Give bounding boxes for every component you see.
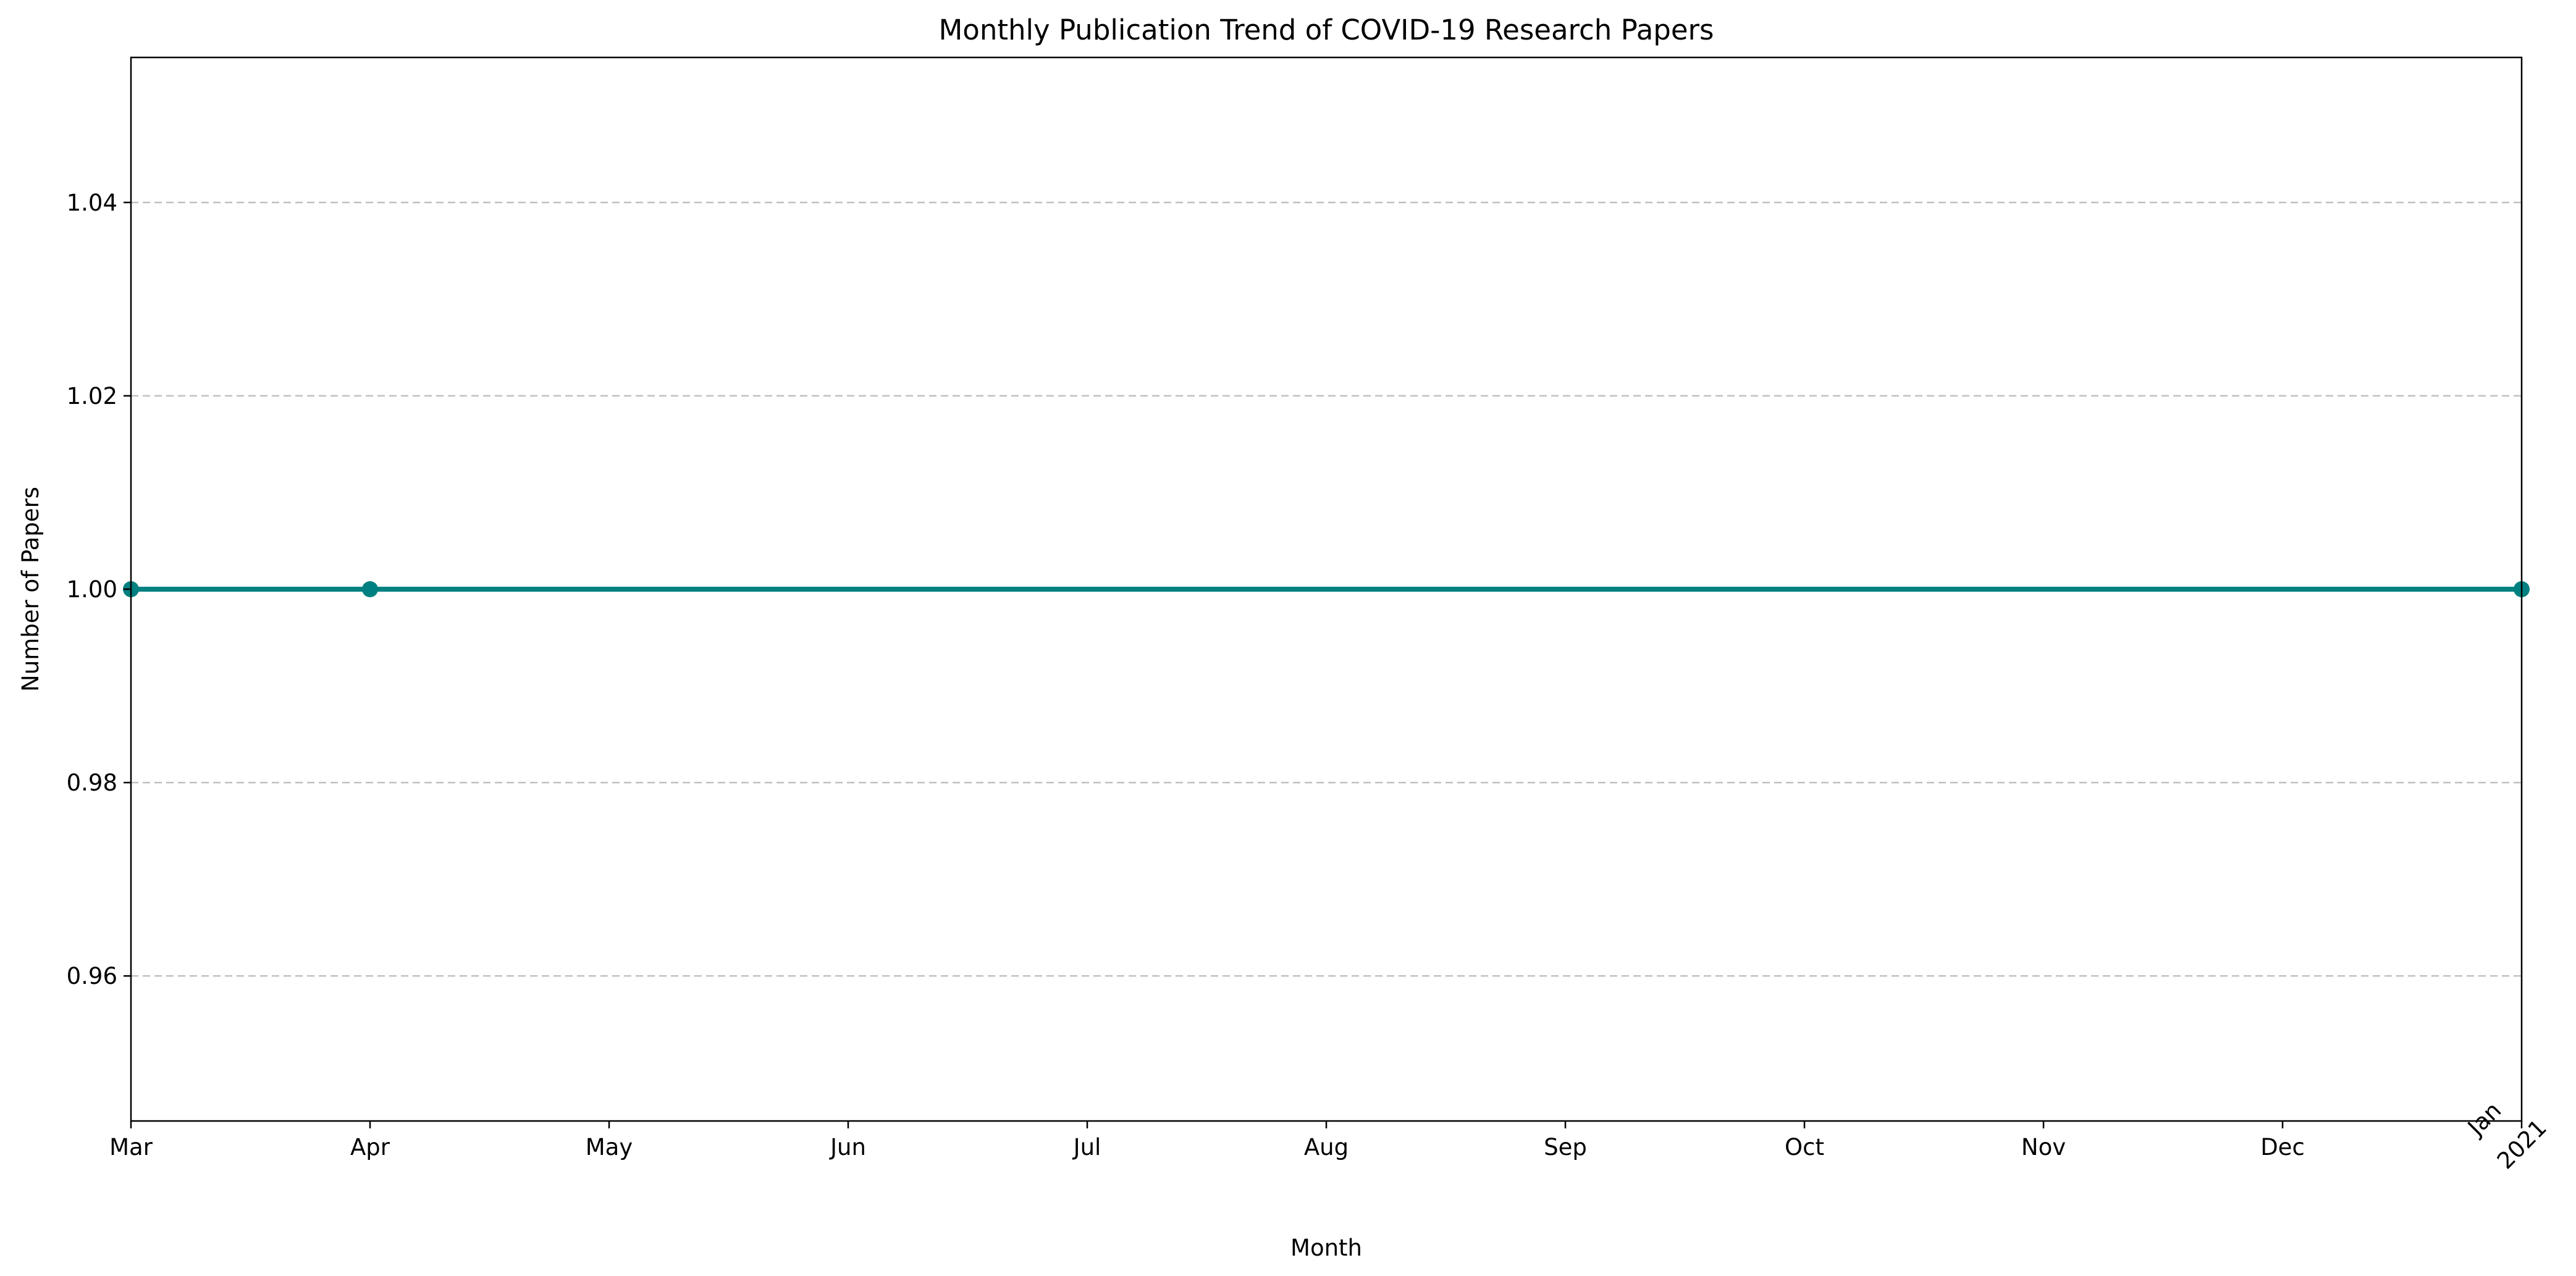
chart-title: Monthly Publication Trend of COVID-19 Re… xyxy=(938,14,1714,46)
x-tick-label: Apr xyxy=(350,1134,390,1161)
y-tick-label: 1.02 xyxy=(67,383,117,409)
x-tick-label: Oct xyxy=(1785,1134,1824,1161)
x-tick-label: Jun xyxy=(829,1134,866,1161)
data-point xyxy=(362,581,378,597)
y-axis-ticks: 0.96 0.98 1.00 1.02 1.04 xyxy=(67,190,131,989)
y-tick-label: 1.00 xyxy=(67,576,117,603)
y-axis-label: Number of Papers xyxy=(17,487,44,692)
series-layer xyxy=(123,581,2530,597)
x-tick-label: Mar xyxy=(109,1134,153,1161)
x-tick-label: Sep xyxy=(1544,1134,1587,1161)
x-axis-label: Month xyxy=(1290,1235,1362,1261)
x-tick-label: May xyxy=(586,1134,633,1161)
y-tick-label: 0.96 xyxy=(67,963,117,989)
y-tick-label: 1.04 xyxy=(67,190,117,216)
x-tick-label: Aug xyxy=(1304,1134,1349,1161)
x-tick-label: Jul xyxy=(1072,1134,1101,1161)
x-tick-label: Nov xyxy=(2021,1134,2066,1161)
y-tick-label: 0.98 xyxy=(67,770,117,796)
x-tick-label: Dec xyxy=(2260,1134,2305,1161)
x-tick-label: Jan xyxy=(2462,1097,2506,1141)
